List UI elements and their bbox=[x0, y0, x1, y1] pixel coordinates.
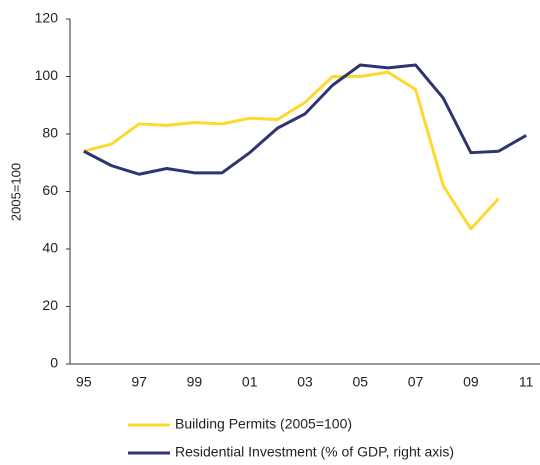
x-tick-label: 05 bbox=[353, 374, 369, 390]
x-tick-label: 11 bbox=[519, 374, 534, 390]
legend-label: Residential Investment (% of GDP, right … bbox=[175, 444, 454, 460]
legend-label: Building Permits (2005=100) bbox=[175, 416, 352, 432]
y-tick-label: 40 bbox=[42, 240, 58, 256]
y-tick-label: 0 bbox=[50, 355, 58, 371]
y-tick-label: 60 bbox=[42, 182, 58, 198]
y-tick-label: 100 bbox=[35, 67, 59, 83]
x-tick-label: 03 bbox=[297, 374, 313, 390]
x-tick-label: 97 bbox=[131, 374, 147, 390]
x-tick-label: 95 bbox=[76, 374, 92, 390]
x-tick-label: 01 bbox=[242, 374, 258, 390]
series-line bbox=[83, 63, 527, 176]
series-line bbox=[83, 70, 500, 231]
y-axis-label: 2005=100 bbox=[8, 163, 23, 221]
x-tick-label: 07 bbox=[408, 374, 424, 390]
y-tick-label: 80 bbox=[42, 125, 58, 141]
y-tick-label: 20 bbox=[42, 297, 58, 313]
y-tick-label: 120 bbox=[35, 10, 59, 26]
x-tick-label: 09 bbox=[463, 374, 479, 390]
x-tick-label: 99 bbox=[187, 374, 203, 390]
